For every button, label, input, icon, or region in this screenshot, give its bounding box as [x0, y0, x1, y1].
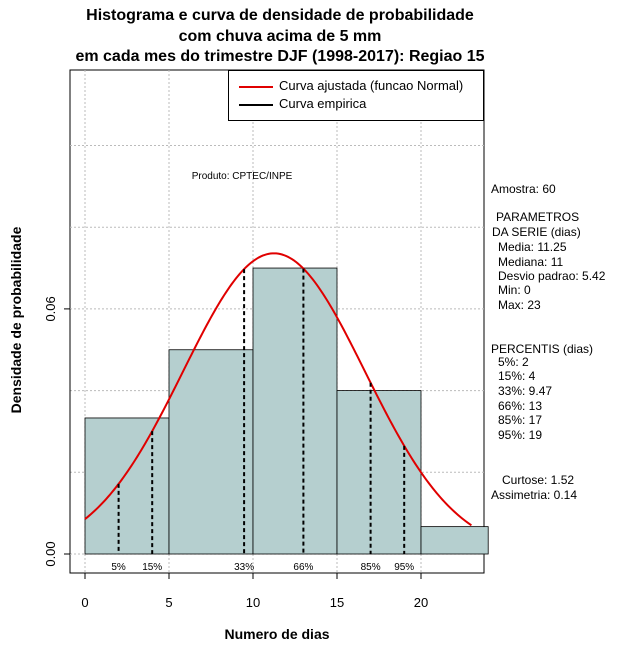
- stat-p33: 33%: 9.47: [498, 384, 553, 398]
- chart-title-line-2: com chuva acima de 5 mm: [178, 28, 382, 45]
- percentile-label-4: 85%: [361, 562, 381, 573]
- percentile-label-1: 15%: [142, 562, 162, 573]
- percentile-label-2: 33%: [234, 562, 254, 573]
- percentile-label-0: 5%: [111, 562, 126, 573]
- stat-p85: 85%: 17: [498, 413, 543, 427]
- stat-p15: 15%: 4: [498, 369, 536, 383]
- legend-swatch-empirical: [239, 103, 273, 106]
- histogram-bar-2: [252, 267, 338, 555]
- histogram-bar-4: [420, 526, 489, 555]
- x-axis-label: Numero de dias: [224, 626, 330, 642]
- y-tick-label-1: 0.06: [43, 296, 58, 321]
- stat-max: Max: 23: [498, 298, 541, 312]
- histogram-bar-3: [336, 390, 422, 555]
- x-tick-label-2: 10: [246, 595, 260, 610]
- stat-percentis-title: PERCENTIS (dias): [491, 342, 594, 356]
- product-annotation: Produto: CPTEC/INPE: [192, 171, 293, 182]
- stat-p95: 95%: 19: [498, 428, 543, 442]
- histogram-bar-1: [168, 349, 254, 555]
- stat-params-title-1: PARAMETROS: [496, 210, 580, 224]
- y-tick-label-0: 0.00: [43, 541, 58, 566]
- chart-legend: Curva ajustada (funcao Normal) Curva emp…: [228, 70, 484, 121]
- legend-swatch-normal: [239, 85, 273, 88]
- legend-entry-normal: Curva ajustada (funcao Normal): [239, 77, 463, 95]
- percentile-label-3: 66%: [293, 562, 313, 573]
- stat-params-title-2: DA SERIE (dias): [492, 225, 581, 239]
- chart-title-line-3: em cada mes do trimestre DJF (1998-2017)…: [75, 48, 485, 65]
- x-tick-label-0: 0: [81, 595, 88, 610]
- x-tick-label-3: 15: [330, 595, 344, 610]
- stat-p66: 66%: 13: [498, 399, 543, 413]
- percentile-label-5: 95%: [394, 562, 414, 573]
- stat-amostra: Amostra: 60: [491, 182, 556, 196]
- legend-label-normal: Curva ajustada (funcao Normal): [279, 78, 464, 93]
- x-tick-label-1: 5: [165, 595, 172, 610]
- legend-entry-empirical: Curva empirica: [239, 95, 366, 113]
- histogram-bar-0: [84, 417, 170, 555]
- y-axis-label: Densidade de probabilidade: [8, 226, 24, 414]
- stat-media: Media: 11.25: [498, 240, 567, 254]
- stat-mediana: Mediana: 11: [498, 255, 564, 269]
- stat-desvio: Desvio padrao: 5.42: [498, 269, 606, 283]
- stat-assimetria: Assimetria: 0.14: [491, 488, 578, 502]
- normal-fit-curve: [84, 252, 472, 527]
- stat-p5: 5%: 2: [498, 355, 529, 369]
- stat-curtose: Curtose: 1.52: [502, 473, 575, 487]
- legend-label-empirical: Curva empirica: [279, 96, 367, 111]
- chart-title-line-1: Histograma e curva de densidade de proba…: [86, 7, 474, 24]
- stat-min: Min: 0: [498, 283, 531, 297]
- x-tick-label-4: 20: [414, 595, 428, 610]
